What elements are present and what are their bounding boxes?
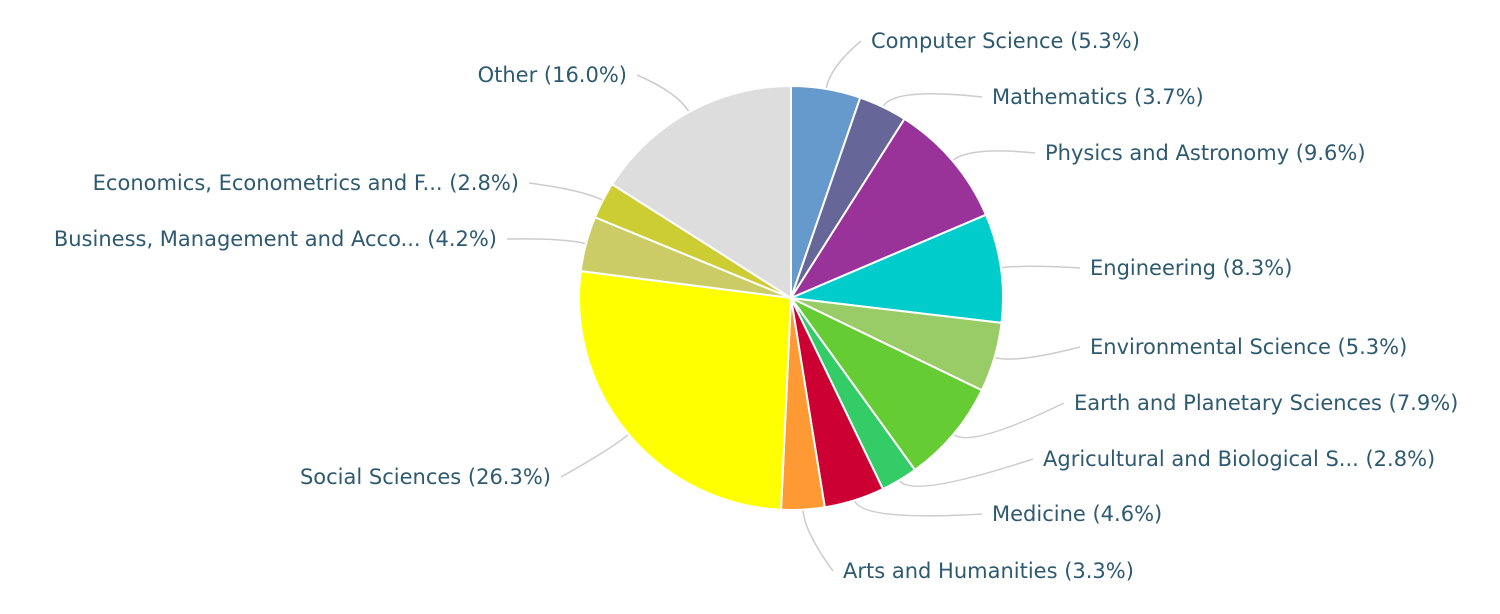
slice-label: Computer Science (5.3%) (871, 29, 1140, 53)
connector-line (898, 458, 1034, 487)
connector-line (528, 182, 604, 202)
pie-slice-earth-and-planetary-sciences[interactable] (790, 297, 984, 472)
slice-label: Arts and Humanities (3.3%) (843, 559, 1134, 583)
slice-label: Social Sciences (26.3%) (300, 465, 551, 489)
slice-label: Economics, Econometrics and F... (2.8%) (93, 171, 519, 195)
connector-line (952, 150, 1036, 162)
connector-lines (506, 40, 1081, 572)
pie-slice-physics-and-astronomy[interactable] (788, 117, 988, 301)
pie-slice-engineering[interactable] (787, 213, 1004, 325)
slice-label: Engineering (8.3%) (1090, 256, 1292, 280)
connector-line (506, 238, 587, 245)
pie-slice-other[interactable] (610, 84, 792, 300)
pie-slice-social-sciences[interactable] (578, 270, 793, 511)
slice-label: Business, Management and Acco... (4.2%) (54, 227, 497, 251)
connector-line (636, 74, 690, 113)
connector-line (1000, 265, 1081, 269)
connector-line (802, 509, 834, 572)
pie-slices (578, 84, 1004, 511)
connector-line (952, 402, 1065, 439)
slice-label: Physics and Astronomy (9.6%) (1045, 141, 1366, 165)
slice-label: Mathematics (3.7%) (992, 85, 1204, 109)
connector-line (882, 93, 983, 108)
slice-label: Other (16.0%) (478, 63, 627, 87)
connector-line (560, 433, 630, 478)
connector-line (994, 346, 1081, 360)
connector-line (825, 40, 862, 90)
slice-label: Agricultural and Biological S... (2.8%) (1043, 447, 1435, 471)
slice-label: Medicine (4.6%) (992, 502, 1162, 526)
slice-label: Environmental Science (5.3%) (1090, 335, 1407, 359)
connector-line (853, 499, 983, 517)
slice-label: Earth and Planetary Sciences (7.9%) (1074, 391, 1458, 415)
slice-labels: Computer Science (5.3%) Mathematics (3.7%… (54, 29, 1459, 583)
